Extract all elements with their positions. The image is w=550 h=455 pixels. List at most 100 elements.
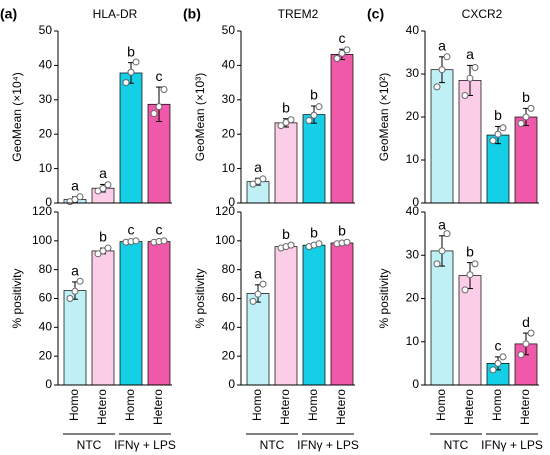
group-label: NTC: [77, 438, 102, 452]
data-point: [522, 113, 530, 121]
data-point: [438, 247, 446, 255]
significance-letter: a: [438, 38, 446, 54]
y-tick-label: 60: [39, 291, 53, 305]
x-tick-label: Hetero: [462, 389, 476, 425]
y-tick-label: 0: [45, 377, 52, 391]
y-tick-label: 10: [406, 152, 420, 166]
data-point: [438, 66, 446, 74]
bar: [302, 244, 326, 386]
data-point: [71, 287, 79, 295]
y-tick-label: 20: [222, 348, 236, 362]
data-point: [104, 244, 112, 252]
y-tick-label: 40: [39, 58, 53, 72]
significance-letter: a: [254, 266, 262, 282]
x-tick-label: Hetero: [518, 389, 532, 425]
y-axis-label: % positivity: [10, 268, 24, 328]
significance-letter: b: [522, 89, 530, 105]
significance-letter: b: [338, 222, 346, 238]
data-point: [160, 85, 168, 93]
significance-letter: a: [71, 178, 79, 194]
data-point: [259, 175, 267, 183]
group-label: NTC: [260, 438, 285, 452]
data-point: [160, 237, 168, 245]
y-axis-label: GeoMean (×10³): [193, 73, 207, 161]
data-point: [150, 110, 158, 118]
x-tick-label: Hetero: [151, 389, 165, 425]
significance-letter: a: [438, 216, 446, 232]
data-point: [132, 58, 140, 66]
y-tick-label: 80: [39, 262, 53, 276]
y-tick-label: 50: [222, 23, 236, 37]
x-tick-label: Homo: [434, 389, 448, 421]
y-tick-label: 50: [39, 23, 53, 37]
data-point: [127, 68, 135, 76]
bar: [274, 122, 298, 204]
data-point: [122, 79, 130, 87]
data-point: [471, 260, 479, 268]
chart-title: CXCR2: [462, 7, 503, 21]
y-tick-label: 40: [222, 320, 236, 334]
significance-letter: b: [282, 226, 290, 242]
data-point: [287, 116, 295, 124]
data-point: [310, 111, 318, 119]
y-tick-label: 100: [32, 233, 52, 247]
bar: [430, 69, 454, 204]
significance-letter: c: [156, 68, 163, 84]
significance-letter: a: [254, 159, 262, 175]
data-point: [104, 181, 112, 189]
significance-letter: a: [71, 263, 79, 279]
data-point: [277, 122, 285, 130]
data-point: [522, 340, 530, 348]
group-label: IFNγ + LPS: [481, 438, 543, 452]
data-point: [489, 366, 497, 374]
data-point: [94, 250, 102, 258]
y-tick-label: 30: [222, 92, 236, 106]
significance-letter: c: [339, 30, 346, 46]
y-tick-label: 40: [222, 58, 236, 72]
significance-letter: a: [99, 165, 107, 181]
significance-letter: b: [127, 43, 135, 59]
data-point: [461, 286, 469, 294]
data-point: [494, 359, 502, 367]
data-point: [466, 74, 474, 82]
data-point: [517, 351, 525, 359]
significance-letter: b: [99, 229, 107, 245]
data-point: [461, 92, 469, 99]
y-tick-label: 120: [32, 204, 52, 218]
data-point: [471, 64, 479, 72]
bar: [119, 241, 143, 386]
data-point: [333, 55, 341, 63]
bar: [514, 116, 538, 204]
bar: [458, 80, 482, 204]
y-tick-label: 80: [222, 262, 236, 276]
y-tick-label: 10: [406, 334, 420, 348]
data-point: [315, 240, 323, 248]
panel-label: (a): [0, 6, 17, 22]
bar: [486, 134, 510, 204]
y-tick-label: 60: [222, 291, 236, 305]
panel-label: (b): [183, 6, 201, 22]
data-point: [338, 49, 346, 57]
y-tick-label: 0: [45, 195, 52, 209]
data-point: [76, 277, 84, 285]
significance-letter: d: [522, 314, 530, 330]
data-point: [343, 46, 351, 54]
y-tick-label: 20: [222, 126, 236, 140]
y-tick-label: 10: [39, 161, 53, 175]
y-tick-label: 40: [39, 320, 53, 334]
significance-letter: b: [310, 224, 318, 240]
y-tick-label: 120: [215, 204, 235, 218]
y-tick-label: 10: [222, 161, 236, 175]
data-point: [433, 83, 441, 91]
x-tick-label: Hetero: [334, 389, 348, 425]
bar: [246, 293, 270, 386]
x-tick-label: Homo: [490, 389, 504, 421]
data-point: [343, 238, 351, 246]
data-point: [254, 290, 262, 298]
bar: [63, 290, 87, 386]
x-tick-label: Hetero: [278, 389, 292, 425]
significance-letter: c: [128, 222, 135, 238]
x-tick-label: Homo: [250, 389, 264, 421]
data-point: [155, 103, 163, 111]
y-axis-label: GeoMean (×10⁴): [10, 72, 24, 162]
